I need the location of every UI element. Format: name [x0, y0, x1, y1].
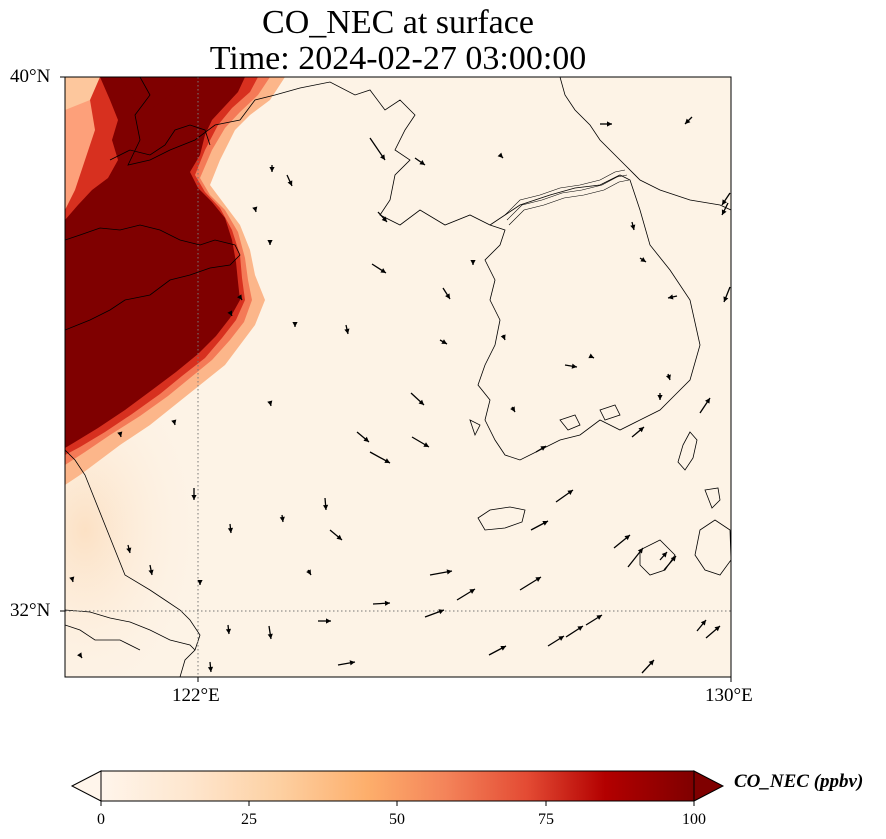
wind-arrow-head: [438, 609, 444, 615]
wind-arrow-head: [117, 431, 123, 437]
map-subtitle-time: Time: 2024-02-27 03:00:00: [209, 40, 587, 77]
wind-arrow-head: [363, 436, 369, 442]
wind-arrow-head: [148, 569, 154, 575]
wind-arrow-head: [665, 374, 671, 380]
wind-arrow-head: [470, 260, 476, 265]
wind-arrow-head: [237, 294, 242, 300]
wind-arrow-head: [714, 626, 720, 632]
wind-arrow-head: [540, 446, 546, 451]
wind-arrow-head: [668, 294, 674, 300]
concentration-field: [65, 77, 731, 677]
wind-arrow-head: [558, 636, 564, 641]
wind-arrow-head: [640, 257, 646, 262]
wind-arrow-head: [445, 293, 450, 299]
colorbar-gradient: [100, 770, 695, 802]
wind-arrow-head: [441, 339, 447, 344]
wind-arrow-head: [384, 600, 390, 606]
wind-arrow-head: [77, 652, 82, 658]
wind-arrow-head: [381, 216, 387, 222]
wind-arrow-head: [287, 180, 293, 186]
wind-arrow-head: [661, 552, 667, 558]
wind-arrow-head: [384, 458, 390, 463]
wind-arrow-head: [648, 660, 654, 666]
wind-arrow-head: [705, 398, 710, 404]
wind-arrow-head: [380, 268, 386, 273]
wind-arrow-head: [571, 363, 577, 369]
high-concentration-region: [65, 77, 245, 448]
wind-arrow-head: [322, 504, 329, 510]
wind-arrow-head: [267, 633, 273, 639]
colorbar-tick-100: 100: [682, 811, 706, 828]
wind-arrow-head: [423, 442, 429, 447]
wind-arrow-head: [723, 296, 729, 302]
wind-arrow-head: [567, 490, 573, 496]
map-frame: [64, 76, 732, 678]
wind-arrow-head: [500, 646, 506, 651]
lat-tick-32n: 32°N: [10, 600, 51, 621]
lat-tick-40n: 40°N: [10, 66, 51, 87]
wind-arrow-head: [326, 618, 331, 624]
wind-arrow-head: [269, 167, 275, 172]
wind-arrow-head: [225, 628, 232, 634]
wind-arrow-head: [446, 569, 452, 575]
wind-arrow-head: [292, 322, 298, 327]
wind-arrow-head: [227, 310, 233, 316]
gridlines: [65, 77, 731, 677]
wind-arrow-head: [197, 580, 203, 585]
wind-arrow-head: [349, 660, 355, 666]
wind-arrow-head: [497, 152, 503, 158]
colorbar-extend-low: [70, 770, 102, 802]
wind-arrow-head: [722, 199, 727, 205]
wind-vectors: [69, 116, 731, 674]
coastlines: [65, 77, 731, 677]
wind-arrow-head: [207, 666, 214, 672]
colorbar-extend-high: [693, 770, 725, 802]
wind-arrow-head: [279, 516, 285, 522]
wind-arrow-head: [721, 209, 727, 215]
wind-arrow-head: [535, 577, 541, 582]
wind-arrow-head: [69, 576, 75, 582]
wind-arrow-head: [700, 620, 706, 626]
wind-arrow-head: [252, 206, 258, 212]
wind-arrow-head: [418, 399, 424, 405]
colorbar: [70, 770, 725, 806]
wind-arrow-head: [171, 419, 177, 425]
wind-arrow-head: [126, 547, 132, 553]
wind-arrow-head: [542, 521, 548, 526]
wind-arrow-head: [657, 395, 663, 400]
wind-arrow-head: [510, 406, 515, 412]
colorbar-tick-50: 50: [389, 811, 405, 828]
wind-arrow-head: [624, 535, 630, 541]
wind-arrow-head: [630, 224, 636, 230]
lon-tick-130e: 130°E: [705, 685, 753, 706]
colorbar-label: CO_NEC (ppbv): [734, 771, 864, 792]
wind-arrow-head: [191, 495, 197, 500]
colorbar-tick-75: 75: [538, 811, 554, 828]
wind-arrow-head: [637, 548, 643, 554]
wind-arrow-head: [336, 534, 342, 540]
lon-tick-122e: 122°E: [172, 685, 220, 706]
wind-arrow-head: [596, 615, 602, 620]
wind-arrow-head: [419, 160, 425, 165]
wind-arrow-head: [227, 527, 234, 533]
colorbar-tick-25: 25: [241, 811, 257, 828]
wind-arrow-head: [638, 427, 644, 433]
wind-arrow-head: [607, 121, 612, 127]
wind-arrow-head: [469, 589, 475, 594]
wind-arrow-head: [500, 334, 506, 340]
colorbar-tick-0: 0: [97, 811, 105, 828]
wind-arrow-head: [306, 569, 311, 575]
wind-arrow-head: [380, 154, 385, 160]
wind-arrow-head: [344, 328, 350, 334]
wind-arrow-head: [670, 556, 676, 562]
wind-arrow-head: [588, 353, 594, 359]
map-title: CO_NEC at surface: [262, 4, 534, 41]
wind-arrow-head: [685, 118, 691, 124]
border-lines: [504, 169, 630, 226]
wind-arrow-head: [267, 240, 273, 245]
wind-arrow-head: [267, 400, 273, 406]
wind-arrow-head: [577, 626, 583, 631]
